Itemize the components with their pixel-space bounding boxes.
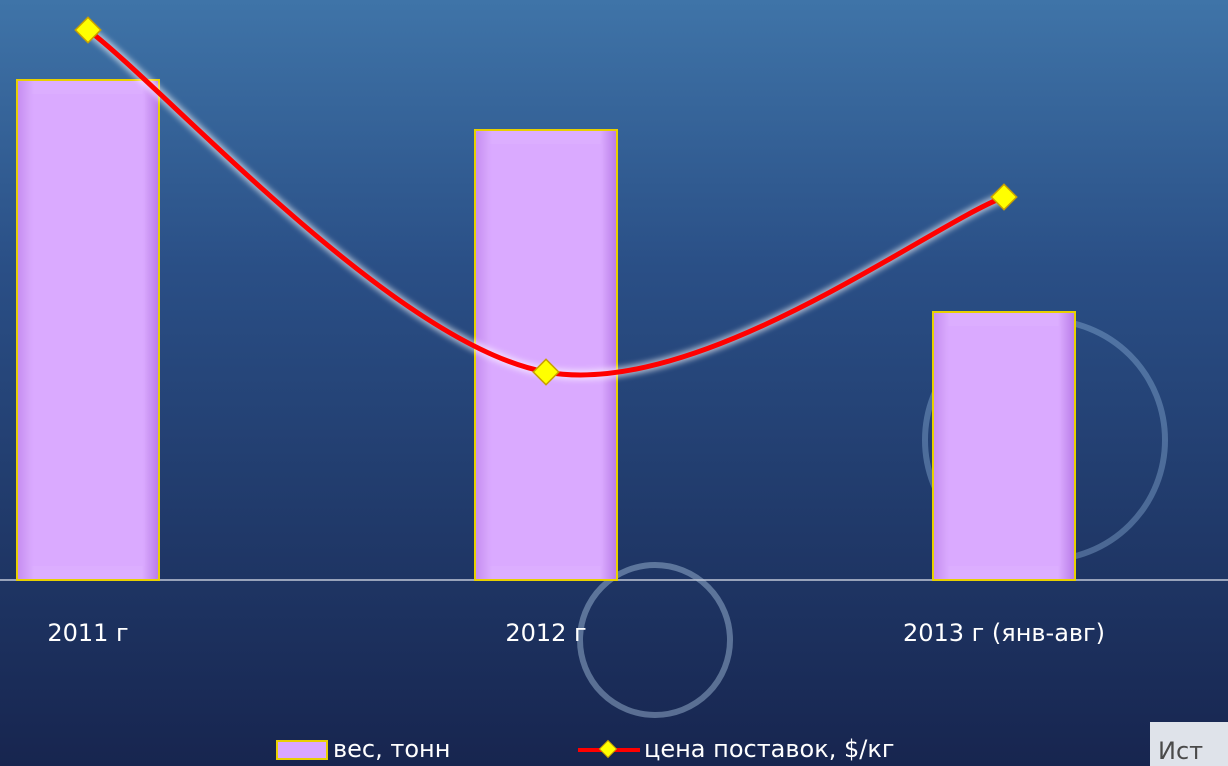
legend-swatch (277, 741, 327, 759)
bar-bevel (947, 326, 1061, 566)
source-text: Ист (1158, 737, 1203, 765)
page: 2011 г 2012 г 2013 г (янв-авг) вес, тонн ц… (0, 0, 1228, 766)
legend-label: вес, тонн (333, 735, 450, 763)
bar-bevel (489, 144, 603, 566)
legend-label: цена поставок, $/кг (644, 735, 894, 763)
x-tick-label: 2012 г (505, 619, 586, 647)
bar-bevel (31, 94, 145, 566)
x-tick-label: 2013 г (янв-авг) (903, 619, 1105, 647)
chart: 2011 г 2012 г 2013 г (янв-авг) вес, тонн ц… (0, 0, 1228, 766)
x-tick-label: 2011 г (47, 619, 128, 647)
